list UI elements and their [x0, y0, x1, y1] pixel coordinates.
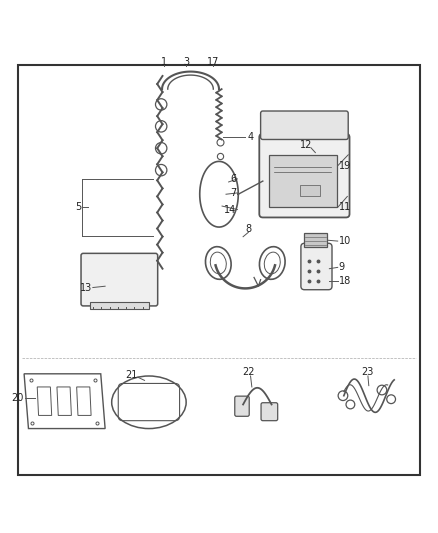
FancyBboxPatch shape — [235, 396, 249, 416]
FancyBboxPatch shape — [269, 155, 337, 207]
FancyBboxPatch shape — [259, 134, 350, 217]
Text: 22: 22 — [243, 367, 255, 377]
FancyBboxPatch shape — [261, 403, 278, 421]
Text: 20: 20 — [12, 393, 24, 403]
FancyBboxPatch shape — [90, 302, 149, 310]
Text: 12: 12 — [300, 140, 313, 150]
Text: 23: 23 — [362, 367, 374, 377]
FancyBboxPatch shape — [300, 185, 320, 197]
FancyBboxPatch shape — [304, 233, 327, 247]
Text: 5: 5 — [75, 203, 81, 212]
Text: 17: 17 — [207, 57, 219, 67]
Text: 3: 3 — [183, 57, 189, 67]
FancyBboxPatch shape — [261, 111, 348, 140]
Text: 21: 21 — [125, 370, 138, 380]
FancyBboxPatch shape — [301, 243, 332, 290]
Text: 4: 4 — [247, 132, 254, 142]
Text: 7: 7 — [230, 188, 237, 198]
Text: 6: 6 — [230, 174, 237, 184]
Text: 18: 18 — [339, 276, 351, 286]
Text: 14: 14 — [224, 205, 237, 215]
Text: 11: 11 — [339, 203, 351, 212]
Text: 10: 10 — [339, 236, 351, 246]
FancyBboxPatch shape — [81, 253, 158, 306]
Text: 19: 19 — [339, 161, 351, 171]
Text: 13: 13 — [80, 282, 92, 293]
Text: 8: 8 — [245, 224, 251, 235]
Text: 9: 9 — [339, 262, 345, 272]
Text: 1: 1 — [161, 57, 167, 67]
